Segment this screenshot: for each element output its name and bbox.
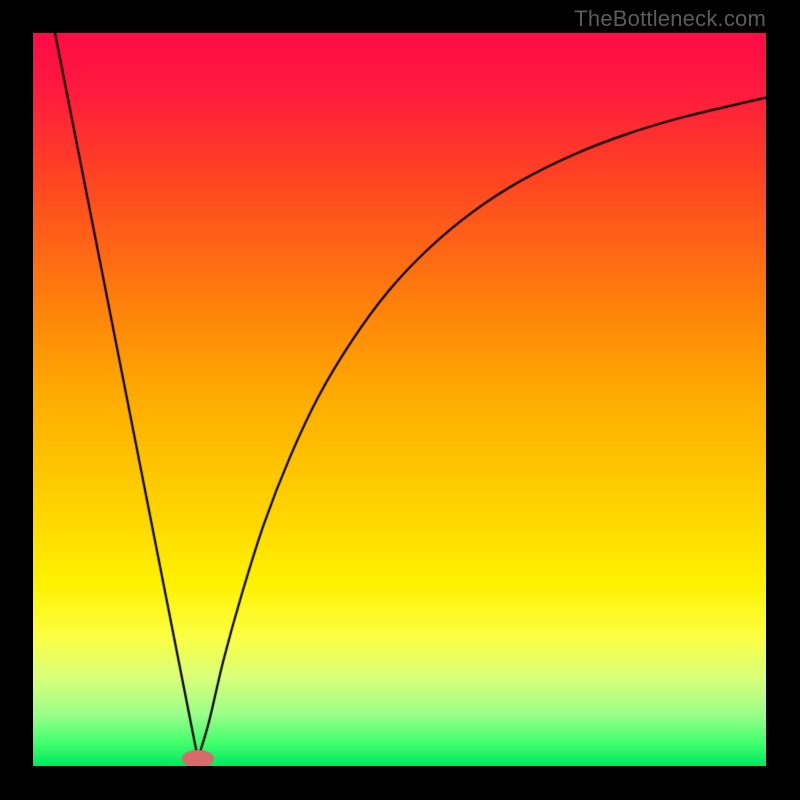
chart-stage: TheBottleneck.com xyxy=(0,0,800,800)
bottleneck-curve-canvas xyxy=(33,33,766,766)
watermark-text: TheBottleneck.com xyxy=(574,6,766,32)
